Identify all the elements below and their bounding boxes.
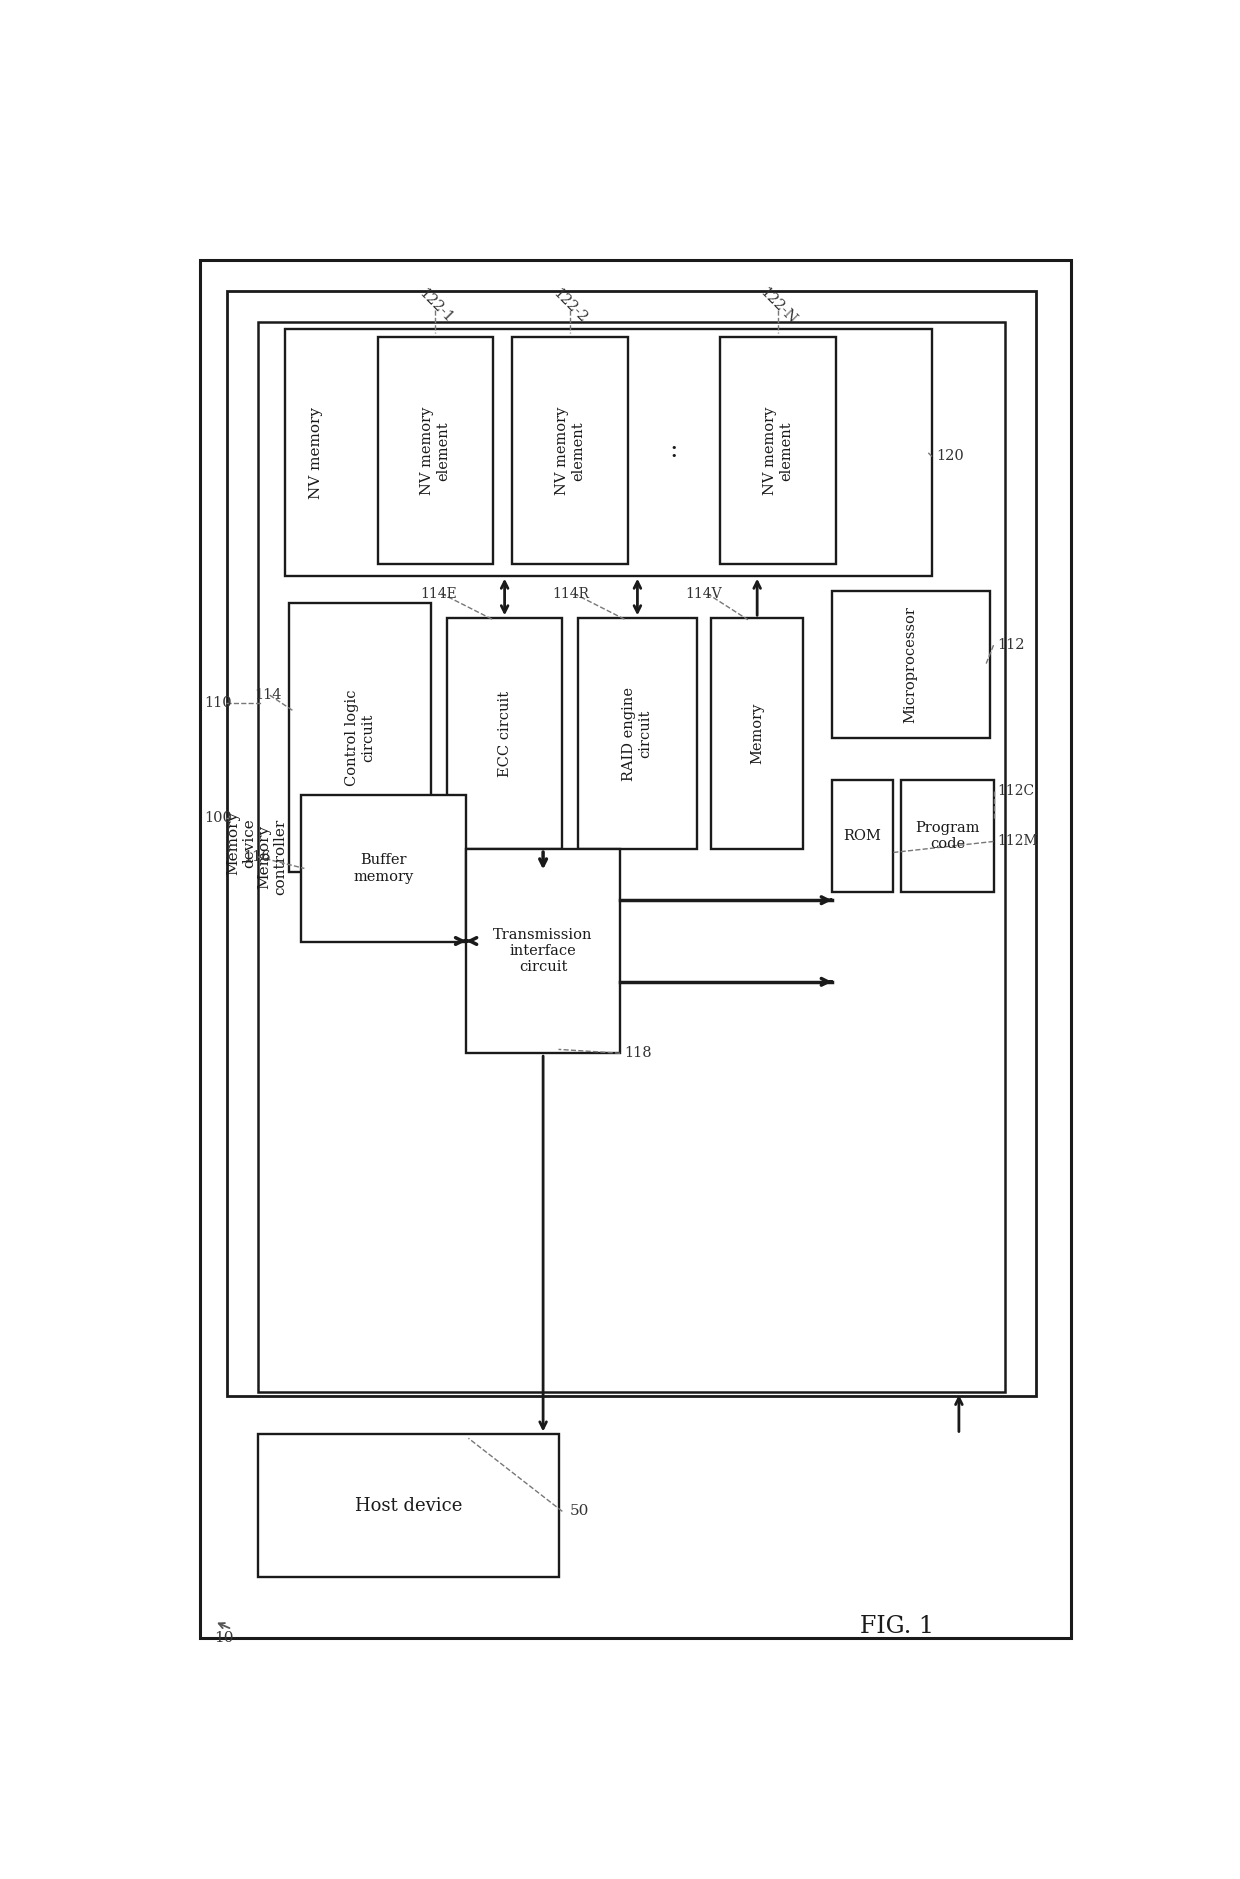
Text: 122-2: 122-2 xyxy=(551,287,590,327)
Text: 122-1: 122-1 xyxy=(415,287,455,325)
Text: 114R: 114R xyxy=(552,586,589,601)
Bar xyxy=(720,336,836,564)
Text: 116: 116 xyxy=(243,849,270,864)
Text: FIG. 1: FIG. 1 xyxy=(861,1616,934,1638)
Bar xyxy=(377,336,494,564)
Bar xyxy=(512,336,627,564)
Text: Control logic
circuit: Control logic circuit xyxy=(345,690,376,785)
Text: ECC circuit: ECC circuit xyxy=(497,691,512,776)
Bar xyxy=(901,780,993,891)
Text: 114: 114 xyxy=(254,688,281,703)
Text: ROM: ROM xyxy=(843,829,882,842)
Text: NV memory
element: NV memory element xyxy=(556,406,585,494)
Text: NV memory: NV memory xyxy=(309,406,322,498)
Text: Microprocessor: Microprocessor xyxy=(904,605,918,723)
Text: Program
code: Program code xyxy=(915,821,980,851)
Bar xyxy=(446,618,563,849)
Bar xyxy=(285,329,932,575)
Bar xyxy=(832,780,894,891)
Text: 112M: 112M xyxy=(997,834,1038,849)
Text: Memory
controller: Memory controller xyxy=(257,819,288,894)
Text: 50: 50 xyxy=(570,1505,589,1518)
Bar xyxy=(578,618,697,849)
Bar xyxy=(300,795,466,941)
Text: Host device: Host device xyxy=(355,1496,463,1514)
Text: :: : xyxy=(670,440,678,462)
Text: Memory
device: Memory device xyxy=(226,812,257,876)
Text: Buffer
memory: Buffer memory xyxy=(353,853,413,883)
Text: Memory: Memory xyxy=(750,703,764,765)
Bar xyxy=(289,603,432,872)
Text: RAID engine
circuit: RAID engine circuit xyxy=(622,686,652,780)
Text: 10: 10 xyxy=(215,1631,234,1646)
Bar xyxy=(466,849,620,1054)
Bar xyxy=(227,291,1035,1396)
Text: 112: 112 xyxy=(997,639,1025,652)
Text: 110: 110 xyxy=(205,695,232,710)
Bar xyxy=(258,321,1006,1392)
Text: 114E: 114E xyxy=(420,586,456,601)
Text: 118: 118 xyxy=(624,1047,651,1060)
Text: 100: 100 xyxy=(205,812,232,825)
Text: Transmission
interface
circuit: Transmission interface circuit xyxy=(494,928,593,975)
Text: 114V: 114V xyxy=(686,586,722,601)
Bar xyxy=(258,1434,558,1576)
Bar xyxy=(832,592,990,738)
Text: NV memory
element: NV memory element xyxy=(763,406,794,494)
Text: 112C: 112C xyxy=(997,784,1034,799)
Text: 122-N: 122-N xyxy=(756,286,799,327)
Text: NV memory
element: NV memory element xyxy=(420,406,450,494)
Text: 120: 120 xyxy=(936,449,963,464)
Bar xyxy=(711,618,804,849)
